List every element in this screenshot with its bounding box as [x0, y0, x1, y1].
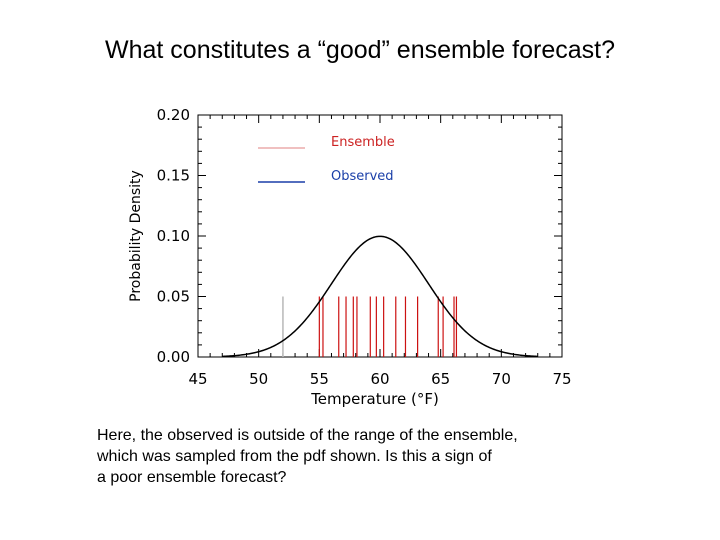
legend-label-observed: Observed: [331, 169, 394, 184]
y-tick-label: 0.20: [157, 106, 190, 124]
y-axis-label: Probability Density: [128, 170, 144, 302]
plot-area: 45 50 55 60 65 70 75 0.00 0.05 0.10 0.15 0.20 Temper…: [128, 106, 572, 408]
y-tick-label: 0.05: [157, 288, 190, 306]
caption-line-3: a poor ensemble forecast?: [97, 469, 287, 486]
legend-label-ensemble: Ensemble: [331, 135, 395, 150]
x-tick-label: 50: [249, 370, 268, 388]
caption-line-1: Here, the observed is outside of the ran…: [97, 427, 518, 444]
x-tick-label: 65: [431, 370, 450, 388]
x-tick-label: 45: [188, 370, 207, 388]
x-axis-label: Temperature (°F): [310, 390, 439, 408]
y-tick-label: 0.15: [157, 167, 190, 185]
y-tick-label: 0.00: [157, 348, 190, 366]
y-tick-label: 0.10: [157, 227, 190, 245]
x-tick-label: 55: [310, 370, 329, 388]
x-tick-label: 75: [552, 370, 571, 388]
caption: Here, the observed is outside of the ran…: [97, 425, 657, 488]
x-tick-label: 60: [370, 370, 389, 388]
probability-density-chart: 45 50 55 60 65 70 75 0.00 0.05 0.10 0.15 0.20 Temper…: [128, 106, 572, 408]
caption-line-2: which was sampled from the pdf shown. Is…: [97, 448, 492, 465]
slide-title: What constitutes a “good” ensemble forec…: [105, 36, 615, 64]
x-tick-label: 70: [492, 370, 511, 388]
pdf-curve: [222, 235, 538, 358]
